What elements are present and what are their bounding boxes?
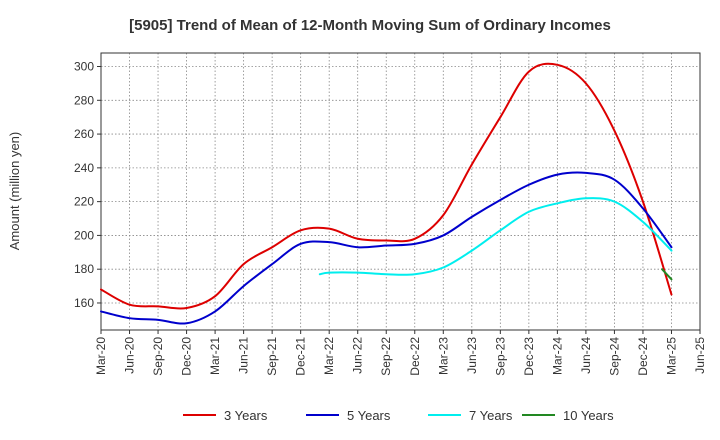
x-tick-label: Mar-23 [436,337,450,375]
legend-label-2: 5 Years [347,408,391,423]
grid-lines [100,53,701,330]
series-lines [100,62,673,325]
x-tick-label: Mar-24 [550,337,564,375]
y-tick-label: 300 [74,60,94,74]
y-tick-label: 260 [74,127,94,141]
y-tick-label: 200 [74,228,94,242]
y-tick-label: 220 [74,195,94,209]
x-tick-label: Dec-24 [636,337,650,376]
y-tick-label: 280 [74,93,94,107]
x-tick-label: Mar-21 [208,337,222,375]
series-line-4 [661,268,673,281]
x-tick-label: Sep-24 [607,337,621,376]
y-tick-label: 160 [74,296,94,310]
x-tick-label: Mar-22 [322,337,336,375]
x-axis-ticks: Mar-20 Jun-20 Sep-20 Dec-20 Mar-21 Jun-21 Sep-… [94,330,707,376]
y-axis-label: Amount (million yen) [7,132,22,251]
y-axis-ticks: 160 180 200 220 240 260 280 300 [74,60,101,310]
x-tick-label: Jun-25 [693,337,707,374]
y-tick-label: 240 [74,161,94,175]
series-line-2 [100,171,673,325]
x-tick-label: Sep-20 [151,337,165,376]
legend-label-4: 10 Years [563,408,614,423]
y-tick-label: 180 [74,262,94,276]
x-tick-label: Dec-23 [522,337,536,376]
x-tick-label: Jun-21 [237,337,251,374]
x-tick-label: Mar-20 [94,337,108,375]
legend-label-3: 7 Years [469,408,513,423]
x-tick-label: Dec-20 [180,337,194,376]
plot-frame [100,52,701,331]
legend: 3 Years 5 Years 7 Years 10 Years [183,408,614,423]
x-tick-label: Dec-22 [408,337,422,376]
x-tick-label: Jun-22 [351,337,365,374]
x-tick-label: Sep-22 [379,337,393,376]
legend-label-1: 3 Years [224,408,268,423]
x-tick-label: Jun-24 [579,337,593,374]
x-tick-label: Mar-25 [664,337,678,375]
x-tick-label: Dec-21 [294,337,308,376]
x-tick-label: Jun-20 [123,337,137,374]
x-tick-label: Sep-23 [493,337,507,376]
x-tick-label: Sep-21 [265,337,279,376]
series-line-3 [318,197,673,276]
series-line-1 [100,62,673,310]
chart-title: [5905] Trend of Mean of 12-Month Moving … [129,17,611,34]
x-tick-label: Jun-23 [465,337,479,374]
